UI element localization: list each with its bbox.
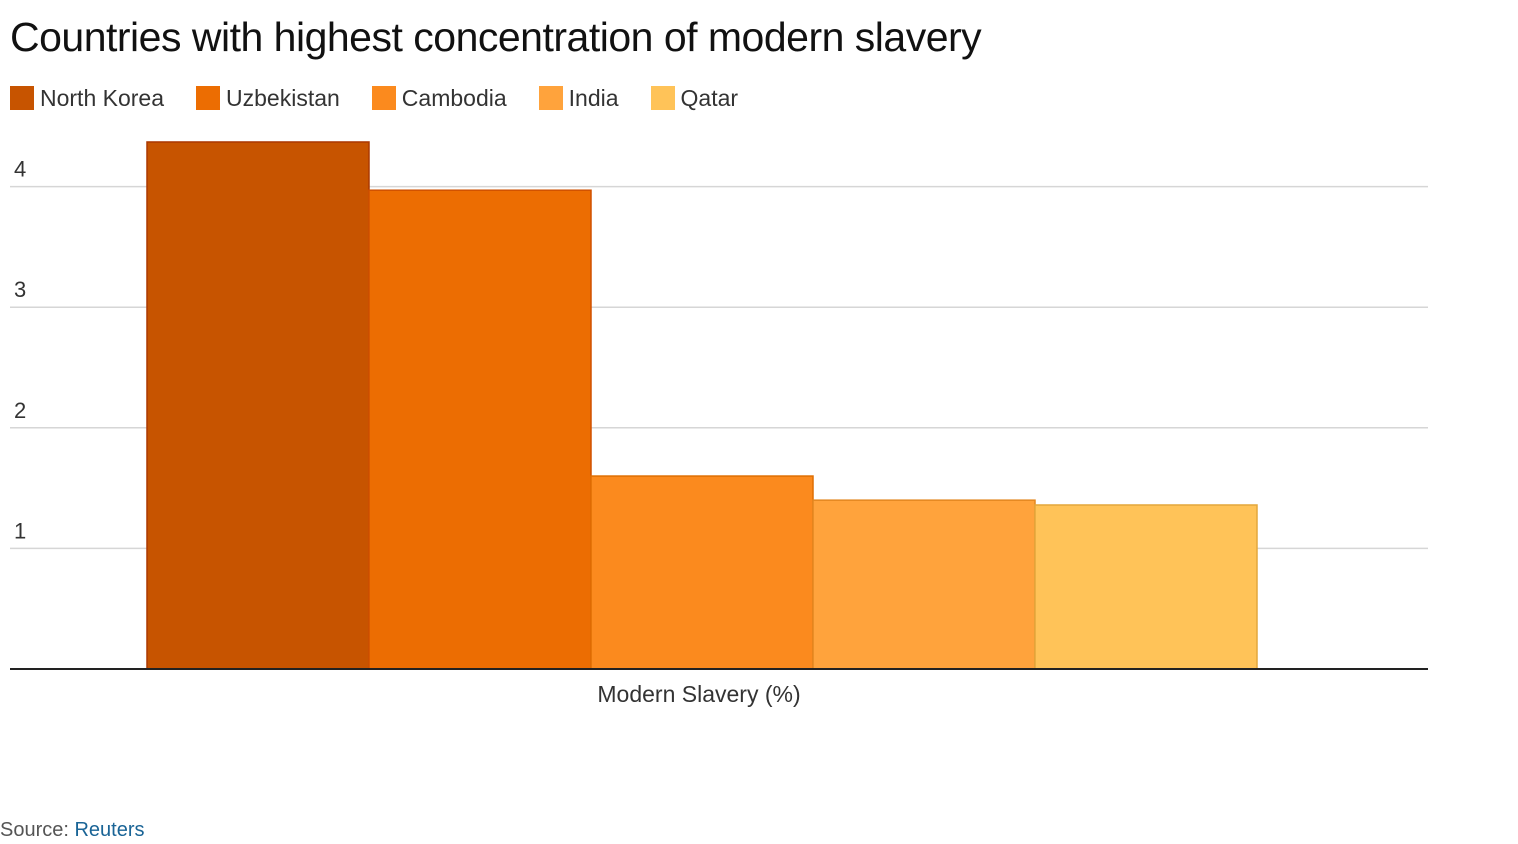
bar-qatar	[1034, 504, 1258, 670]
legend-label: Qatar	[680, 84, 739, 111]
legend-item-qatar[interactable]: Qatar	[650, 84, 739, 112]
y-tick-label-4: 4	[14, 157, 26, 182]
legend-swatch	[371, 86, 396, 110]
chart-title: Countries with highest concentration of …	[10, 14, 982, 60]
legend-swatch	[10, 86, 34, 110]
bar-uzbekistan	[368, 189, 592, 670]
legend-label: India	[568, 84, 619, 111]
source-link[interactable]: Reuters	[74, 819, 145, 841]
legend-item-cambodia[interactable]: Cambodia	[371, 84, 507, 112]
bar-cambodia	[590, 475, 814, 670]
source-note: Source: Reuters	[0, 819, 145, 842]
legend-label: Uzbekistan	[226, 84, 340, 111]
legend-item-north-korea[interactable]: North Korea	[10, 85, 164, 112]
legend-swatch	[650, 86, 675, 110]
x-axis-label: Modern Slavery (%)	[597, 681, 800, 707]
legend-swatch	[538, 86, 563, 110]
legend-label: North Korea	[40, 84, 165, 111]
legend-swatch	[196, 86, 221, 110]
bar-india	[812, 499, 1036, 670]
chart-legend: North Korea Uzbekistan Cambodia India Qatar	[10, 84, 770, 112]
legend-label: Cambodia	[401, 84, 507, 111]
legend-item-uzbekistan[interactable]: Uzbekistan	[196, 85, 340, 112]
y-tick-label-1: 1	[14, 518, 26, 543]
legend-item-india[interactable]: India	[538, 84, 619, 112]
y-tick-label-3: 3	[14, 277, 26, 302]
y-tick-label-2: 2	[14, 398, 26, 423]
source-label: Source:	[0, 819, 75, 841]
bar-north-korea	[146, 141, 370, 670]
chart-plot-area: 1 2 3 4 Modern Slavery (%)	[10, 141, 1428, 707]
